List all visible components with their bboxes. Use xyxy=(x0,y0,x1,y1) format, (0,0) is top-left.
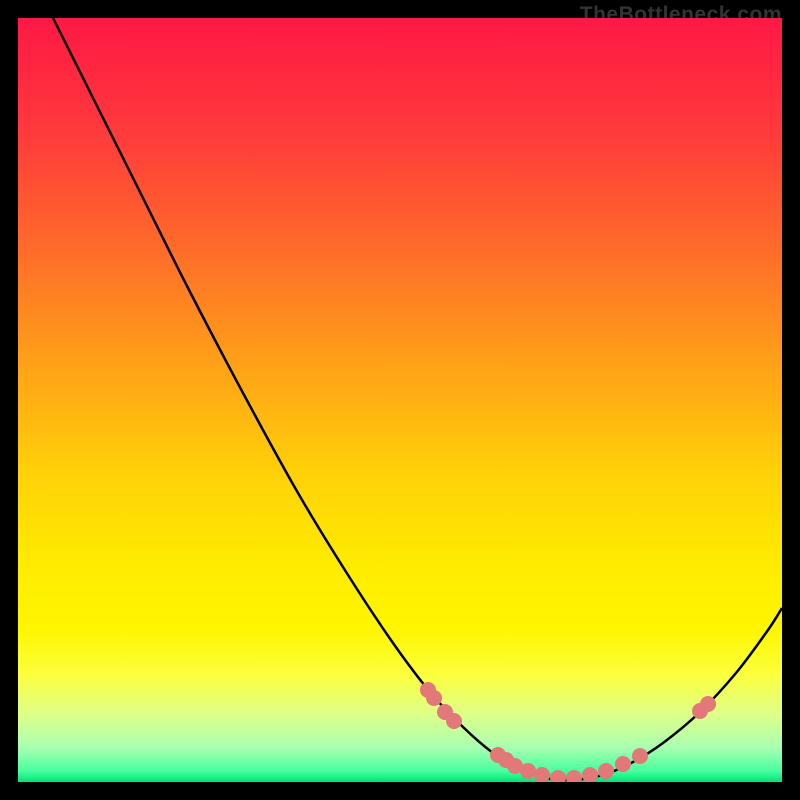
curve-marker xyxy=(615,756,631,772)
bottleneck-curve-chart xyxy=(18,18,782,782)
curve-marker xyxy=(700,696,716,712)
chart-area xyxy=(18,18,782,782)
curve-marker xyxy=(520,763,536,779)
gradient-background xyxy=(18,18,782,782)
curve-marker xyxy=(446,713,462,729)
curve-marker xyxy=(426,690,442,706)
chart-container: TheBottleneck.com xyxy=(0,0,800,800)
curve-marker xyxy=(598,763,614,779)
curve-marker xyxy=(632,748,648,764)
